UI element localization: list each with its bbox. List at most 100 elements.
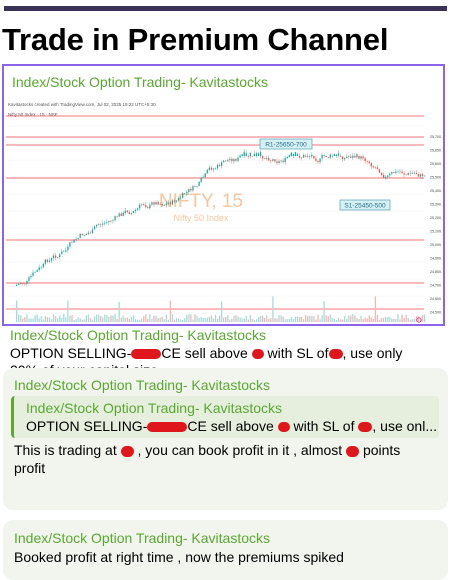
candle-body — [243, 151, 245, 156]
volume-bar — [30, 318, 32, 322]
candle-body — [79, 233, 81, 238]
volume-bar — [391, 318, 393, 322]
candle-body — [210, 167, 213, 170]
volume-bar — [382, 318, 385, 322]
candle-body — [231, 158, 233, 162]
candle-body — [227, 160, 229, 162]
candle-body — [139, 204, 141, 209]
candle-body — [356, 154, 358, 158]
candle-body — [239, 155, 241, 158]
candle-body — [106, 222, 108, 223]
candle-body — [391, 172, 393, 174]
candle-body — [257, 153, 260, 156]
volume-bar — [339, 319, 342, 322]
volume-bar — [311, 315, 313, 322]
volume-bar — [411, 319, 413, 322]
candle-body — [122, 212, 124, 216]
volume-bar — [370, 317, 372, 322]
volume-bar — [225, 317, 227, 322]
volume-bar — [409, 319, 411, 322]
volume-bar — [268, 318, 270, 322]
volume-bar — [380, 318, 383, 322]
card2-channel-name[interactable]: Index/Stock Option Trading- Kavitastocks — [14, 530, 271, 546]
volume-bar — [360, 315, 362, 322]
volume-bar — [229, 319, 231, 322]
reply-channel-name[interactable]: Index/Stock Option Trading- Kavitastocks — [10, 327, 267, 343]
candle-body — [85, 233, 87, 235]
candle-body — [155, 202, 157, 205]
candle-body — [147, 206, 149, 209]
candle-body — [286, 157, 288, 159]
candle-body — [75, 238, 77, 240]
volume-bar — [106, 315, 108, 322]
volume-bar — [399, 319, 401, 322]
candle-body — [419, 174, 422, 177]
volume-bar — [69, 315, 71, 322]
volume-bar — [132, 315, 135, 322]
channel-name[interactable]: Index/Stock Option Trading- Kavitastocks — [12, 74, 269, 90]
candle-body — [69, 242, 71, 247]
chart-post[interactable]: Index/Stock Option Trading- Kavitastocks… — [2, 64, 446, 329]
candle-body — [212, 168, 215, 170]
volume-bar — [298, 316, 301, 322]
chart-watermark-subtitle: Nifty 50 Index — [173, 213, 229, 223]
candle-body — [276, 161, 278, 163]
card1-msg-part1: This is trading at — [14, 442, 117, 458]
message-card-profit[interactable]: Index/Stock Option Trading- Kavitastocks… — [3, 368, 448, 510]
volume-bar — [231, 318, 233, 322]
volume-bar — [136, 319, 139, 322]
volume-bar — [180, 319, 182, 322]
candle-body — [321, 154, 323, 159]
candle-body — [171, 200, 174, 205]
quoted-message[interactable]: Index/Stock Option Trading- Kavitastocks… — [11, 396, 439, 438]
candle-body — [126, 210, 128, 213]
message-card-booked[interactable]: Index/Stock Option Trading- Kavitastocks… — [3, 520, 448, 580]
volume-bar — [18, 314, 20, 322]
volume-bar — [159, 317, 161, 322]
volume-bar — [423, 314, 426, 322]
candle-body — [157, 202, 159, 205]
volume-bar — [169, 300, 172, 322]
volume-bar — [22, 318, 24, 322]
volume-bar — [110, 315, 112, 322]
volume-bar — [120, 317, 122, 322]
volume-bar — [272, 296, 274, 322]
volume-bar — [303, 319, 305, 322]
candle-body — [348, 156, 350, 158]
redacted-sl — [328, 349, 343, 360]
candle-body — [335, 154, 338, 156]
volume-bar — [264, 318, 266, 322]
candle-body — [38, 267, 40, 271]
candle-body — [358, 156, 360, 159]
candle-body — [327, 157, 329, 158]
card1-channel-name[interactable]: Index/Stock Option Trading- Kavitastocks — [14, 377, 271, 393]
candle-body — [237, 157, 239, 161]
candle-body — [362, 156, 364, 159]
volume-bar — [354, 315, 356, 322]
volume-bar — [95, 314, 98, 322]
candle-body — [313, 156, 315, 159]
card1-message-line2: profit — [14, 460, 46, 476]
candle-body — [30, 275, 32, 278]
volume-bar — [91, 319, 94, 322]
volume-bar — [319, 319, 321, 322]
candle-body — [259, 151, 262, 156]
volume-bar — [165, 314, 167, 322]
volume-bar — [155, 315, 157, 322]
volume-bar — [284, 319, 286, 322]
volume-bar — [245, 315, 247, 322]
candle-body — [339, 156, 342, 157]
volume-bar — [77, 317, 79, 322]
volume-bar — [67, 300, 69, 322]
candle-body — [421, 174, 424, 176]
redacted-strike — [131, 349, 162, 360]
volume-bar — [116, 318, 118, 322]
volume-bar — [374, 296, 377, 322]
price-axis-label: 25,650.00 — [430, 149, 442, 153]
candle-body — [118, 213, 120, 217]
candle-body — [229, 158, 231, 161]
volume-bar — [221, 301, 223, 322]
volume-bar — [313, 316, 315, 322]
volume-bar — [54, 316, 57, 322]
volume-bar — [52, 314, 55, 322]
